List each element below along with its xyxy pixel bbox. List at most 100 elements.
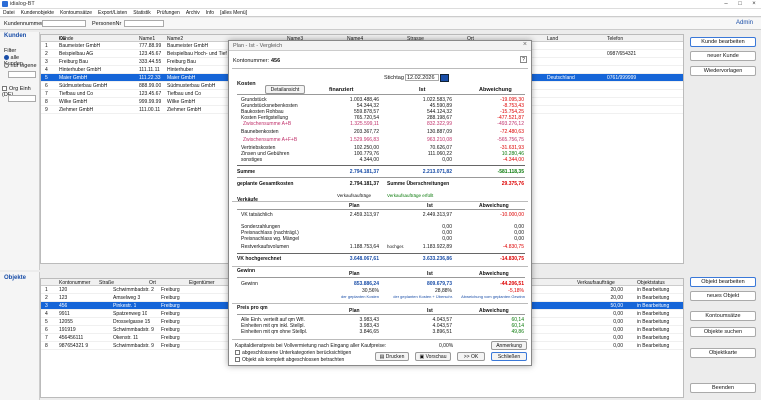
ok-button[interactable]: >> OK (457, 352, 485, 361)
kunden-cell: Hinterhuber GmbH (59, 67, 101, 73)
row-value: 4.043,57 (432, 317, 452, 323)
kunden-col-header[interactable]: OE (59, 36, 67, 42)
neuer-kunde-button[interactable]: neuer Kunde (690, 51, 756, 61)
objekte-cell: Freiburg (161, 327, 180, 333)
kunden-col-header[interactable]: Ort (467, 36, 474, 42)
minimize-icon[interactable]: – (724, 1, 728, 7)
kunden-cell: 0987/654321 (607, 51, 637, 57)
ueberschreitungen-value: 29.375,76 (501, 181, 524, 187)
col-abweichung: Abweichung (479, 87, 512, 93)
row-value: 0,00 (442, 157, 452, 163)
schliessen-button[interactable]: Schließen (491, 352, 527, 361)
row-value: 3.896,51 (432, 329, 452, 335)
row-label: Baunebenkosten (241, 129, 279, 135)
objekte-col-header[interactable]: Objektstatus (637, 280, 665, 286)
menu-item[interactable]: Statistik (133, 10, 151, 16)
org-einh-select[interactable] (8, 95, 36, 102)
menu-item[interactable]: Kontoumsätze (60, 10, 93, 16)
objekte-suchen-button[interactable]: Objekte suchen (690, 327, 756, 337)
kundennummer-input[interactable] (42, 20, 86, 27)
objekte-cell: in Bearbeitung (637, 295, 670, 301)
zwischensumme-abw: -565.756,75 (497, 137, 524, 143)
checkbox-unterkategorien[interactable]: abgeschlossene Unterkategorien berücksic… (235, 350, 351, 356)
col-abweichung-4: Abweichung (479, 308, 509, 314)
objekte-col-header[interactable]: Ort (149, 280, 156, 286)
objekte-side-panel: Objekte (0, 272, 40, 400)
kontoumsaetze-button[interactable]: Kontoumsätze (690, 311, 756, 321)
personennr-input[interactable] (124, 20, 164, 27)
beenden-button[interactable]: Beenden (690, 383, 756, 393)
kunden-col-header[interactable]: Name4 (347, 36, 364, 42)
drucken-button[interactable]: ▤ Drucken (375, 352, 409, 361)
objekte-cell: in Bearbeitung (637, 287, 670, 293)
kunden-col-header[interactable]: Name3 (287, 36, 304, 42)
help-icon[interactable]: ? (520, 56, 527, 63)
vorschau-button[interactable]: ▣ Vorschau (415, 352, 451, 361)
kunden-cell: Baumeister GmbH (59, 43, 101, 49)
zwischensumme-abw: -493.276,12 (497, 121, 524, 127)
objekte-cell: Freiburg (161, 287, 180, 293)
filter-select[interactable] (8, 71, 36, 78)
kunden-col-header[interactable]: Name1 (139, 36, 156, 42)
row-value: 45.590,89 (429, 103, 452, 109)
objekte-col-header[interactable]: Straße (99, 280, 115, 286)
checkbox-org-einh[interactable]: Org Einh (DE) (2, 86, 39, 98)
radio-alle-kunden[interactable]: alle Kunden (4, 55, 23, 67)
row-value: -8.753,43 (502, 103, 524, 109)
objekte-col-header[interactable]: Eigentümer (189, 280, 215, 286)
kunden-col-header[interactable]: Name2 (167, 36, 184, 42)
menu-item[interactable]: Export/Listen (98, 10, 128, 16)
kunden-cell: 111.00.11 (139, 107, 161, 113)
kunde-bearbeiten-button[interactable]: Kunde bearbeiten (690, 37, 756, 47)
neues-objekt-button[interactable]: neues Objekt (690, 291, 756, 301)
admin-link[interactable]: Admin (735, 20, 753, 26)
verkaeufe-title: Verkäufe (237, 197, 258, 203)
menu-item[interactable]: Kundenobjekte (20, 10, 55, 16)
objekte-cell: 0,00 (613, 335, 623, 341)
kunden-cell: Beispielbau AG (59, 51, 94, 57)
menu-item[interactable]: Prüfungen (156, 10, 180, 16)
detailansicht-button[interactable]: Detailansicht (265, 85, 305, 94)
row-label: Baukosten Rohbau (241, 109, 284, 115)
maximize-icon[interactable]: □ (738, 1, 742, 7)
objekt-bearbeiten-button[interactable]: Objekt bearbeiten (690, 277, 756, 287)
kunden-col-header[interactable]: Kunde (59, 36, 74, 42)
row-value: 10.280,46 (501, 151, 524, 157)
objekte-cell: Schwimmbadstr. 2 (113, 287, 154, 293)
row-label: Einheiten mit qm ohne Stellpl. (241, 329, 308, 335)
personennr-label: PersonenNr (92, 21, 122, 27)
vk-plan: 3.648.067,61 (349, 256, 379, 262)
kunden-col-header[interactable]: Telefon (607, 36, 624, 42)
objekte-cell: Schwimmbadstr. 9 (113, 343, 154, 349)
menu-item[interactable]: Datei (3, 10, 15, 16)
checkbox-komplett[interactable]: Objekt als komplett abgeschlossen betrac… (235, 357, 344, 363)
menu-item[interactable]: Archiv (185, 10, 200, 16)
objekte-cell: Freiburg (161, 295, 180, 301)
objekte-col-header[interactable]: Kontonummer (59, 280, 91, 286)
kunden-col-header[interactable]: Land (547, 36, 559, 42)
objekte-col-header[interactable]: Verkaufsaufträge (577, 280, 615, 286)
va-note2: Verkaufsaufträge erfüllt (387, 193, 434, 198)
menu-item[interactable]: Info (205, 10, 215, 16)
kunden-col-header[interactable]: Strasse (407, 36, 424, 42)
kunden-cell: 9 (45, 107, 48, 113)
kapitaldienst-value: 0,00% (439, 343, 454, 349)
kunden-cell: Tiefbau und Co (167, 91, 202, 97)
objektkarte-button[interactable]: Objektkarte (690, 348, 756, 358)
objekte-cell: Drosselgasse 15 (113, 319, 151, 325)
stichtag-input[interactable]: 12.02.2026 (405, 74, 439, 81)
radio-nur-eigene[interactable]: nur eigene (4, 63, 37, 69)
close-icon[interactable]: × (752, 1, 756, 7)
dialog-close-icon[interactable]: × (522, 41, 527, 48)
calendar-icon[interactable] (440, 74, 449, 82)
gewinn-ist: 809.679,73 (426, 281, 452, 287)
row-value: 4.344,00 (359, 157, 379, 163)
menu-item[interactable]: [alles Menü] (220, 10, 248, 16)
row-value: 111.060,22 (427, 151, 452, 157)
row-value: 765.720,54 (353, 115, 379, 121)
anmerkung-button[interactable]: Anmerkung (491, 341, 527, 350)
wiedervorlagen-button[interactable]: Wiedervorlagen (690, 66, 756, 76)
app-icon (2, 1, 8, 7)
objekte-cell: Pinkestr. 1 (113, 303, 137, 309)
gewinn-sub-abw: Abweichung vom geplanten Gewinn (461, 294, 525, 299)
